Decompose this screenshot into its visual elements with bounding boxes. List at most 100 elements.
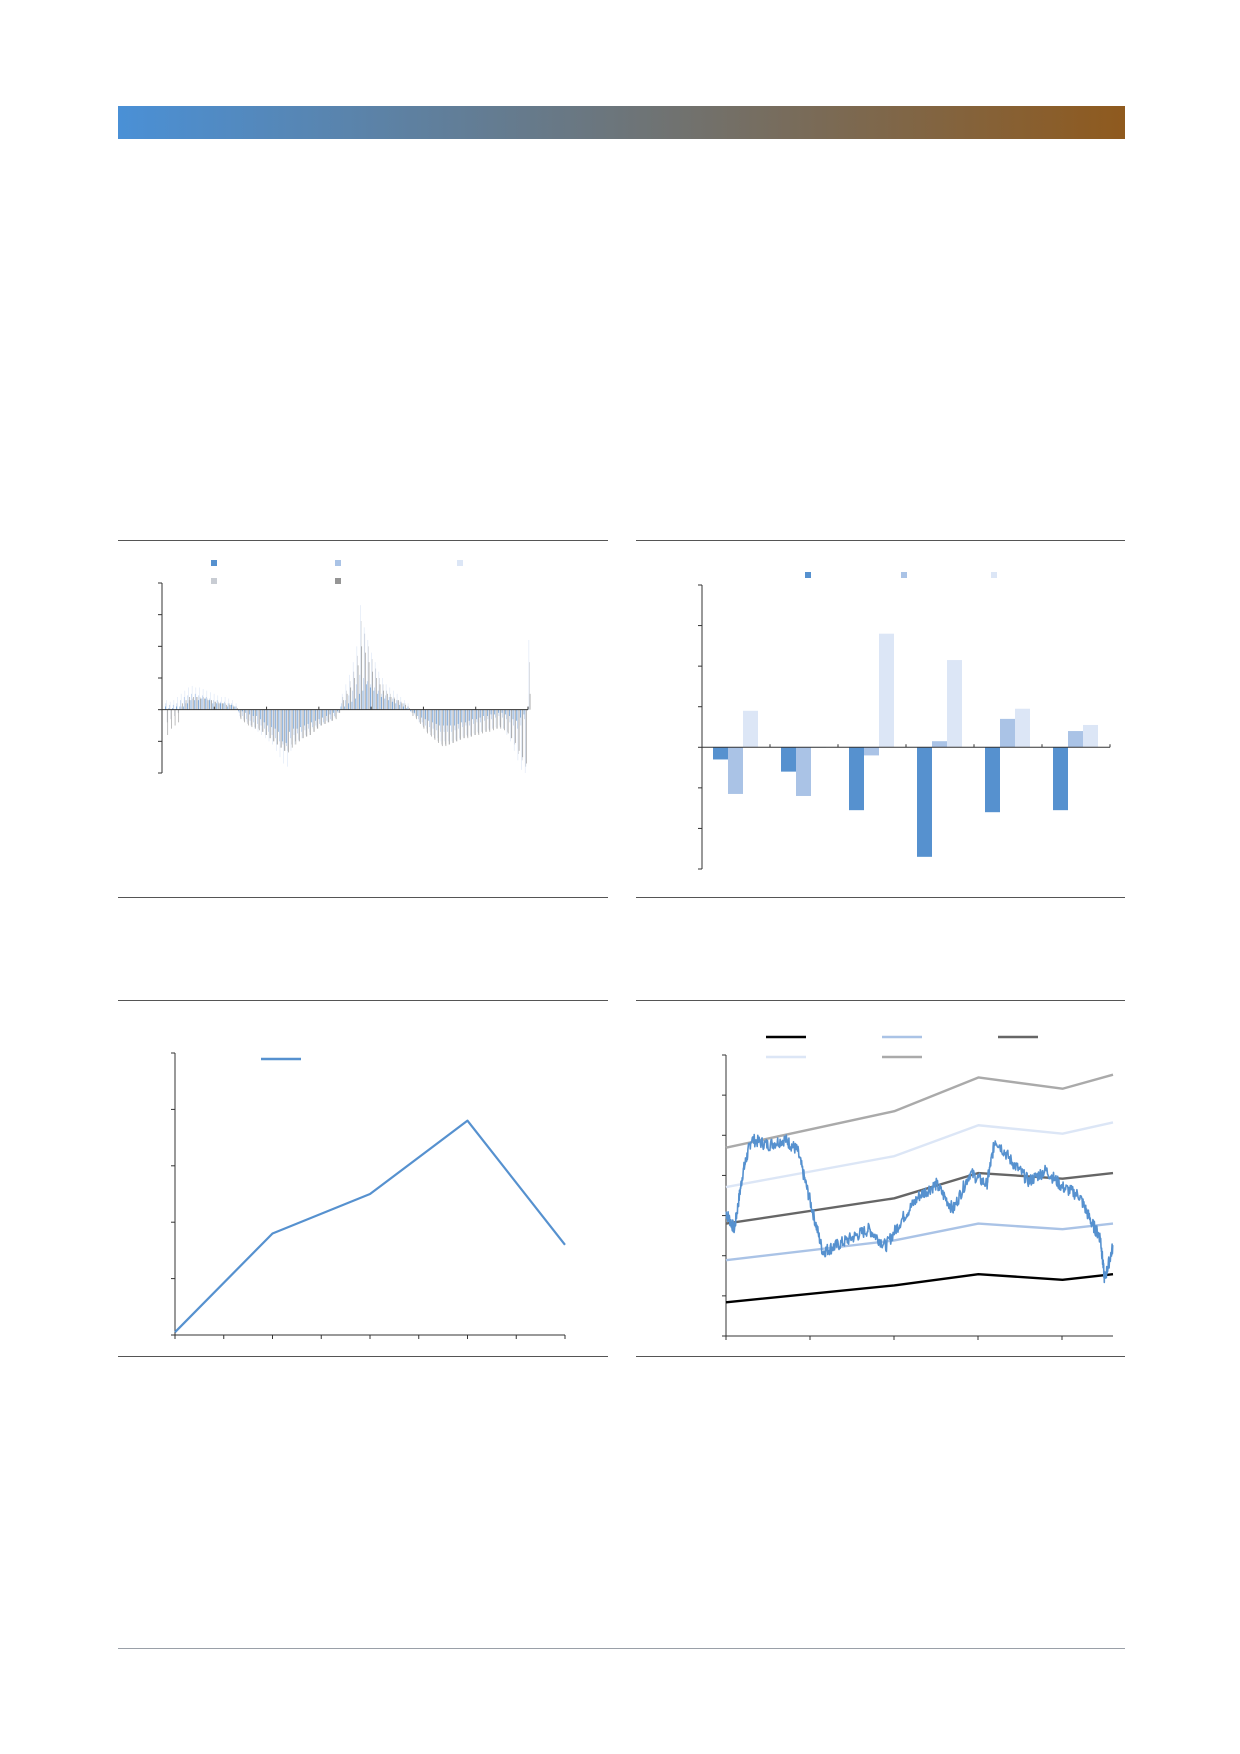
bar	[375, 668, 377, 710]
bar	[371, 652, 372, 710]
bar	[330, 709, 331, 720]
bar	[469, 709, 470, 726]
bar	[372, 671, 374, 710]
bar	[460, 709, 461, 740]
bar	[516, 709, 517, 721]
bar	[182, 703, 183, 710]
bar	[193, 697, 194, 710]
bar	[421, 709, 422, 718]
bar	[498, 709, 500, 716]
bar	[346, 693, 348, 710]
bar	[429, 709, 431, 732]
bar	[1083, 724, 1098, 748]
bar	[421, 709, 423, 723]
bar	[509, 709, 511, 723]
bar	[345, 684, 347, 710]
bar	[491, 709, 492, 720]
bar	[393, 697, 395, 710]
panel-rule-top-right	[636, 540, 1125, 541]
bar	[500, 709, 502, 729]
bar	[166, 709, 168, 723]
bar	[337, 709, 338, 712]
bar	[393, 690, 394, 710]
bar	[326, 709, 328, 721]
bar	[391, 701, 393, 710]
bar	[302, 709, 303, 739]
bar	[484, 709, 486, 731]
bar	[208, 700, 210, 710]
bar	[291, 709, 293, 748]
bar	[398, 700, 399, 710]
bar	[301, 709, 302, 732]
legend-swatch	[805, 572, 811, 578]
bar	[368, 646, 369, 710]
bar	[474, 709, 476, 735]
bar	[417, 709, 419, 716]
bar	[199, 687, 200, 710]
bar	[282, 709, 284, 745]
legend-swatch	[335, 578, 341, 584]
bar	[360, 605, 361, 710]
bar	[517, 709, 519, 761]
bar	[437, 709, 438, 739]
header-band	[118, 106, 1125, 139]
bar	[352, 690, 353, 710]
bar	[504, 709, 505, 731]
bar	[410, 709, 412, 712]
bar	[341, 703, 342, 710]
bar	[466, 709, 467, 735]
bar	[229, 704, 231, 710]
bar	[220, 701, 222, 710]
bar	[226, 704, 227, 710]
bar	[470, 709, 471, 735]
bar	[169, 701, 171, 710]
legend-swatch	[335, 560, 341, 566]
legend-swatch	[211, 560, 217, 566]
bar	[212, 703, 214, 710]
bar	[404, 703, 406, 710]
bar	[188, 700, 190, 710]
bar	[455, 709, 456, 740]
bar	[192, 698, 194, 710]
bar	[467, 709, 469, 739]
bar	[180, 693, 182, 710]
bar	[179, 706, 181, 710]
bar	[422, 709, 424, 726]
bar	[326, 709, 327, 716]
bar	[487, 709, 488, 716]
bar	[495, 709, 496, 718]
bar	[363, 627, 365, 710]
bar	[849, 747, 864, 811]
bar	[480, 709, 481, 723]
bar	[238, 709, 239, 712]
bar	[199, 697, 201, 710]
bar	[449, 709, 450, 745]
bar	[231, 703, 233, 710]
bar	[529, 693, 531, 710]
bar	[235, 703, 237, 710]
bar	[211, 700, 212, 710]
bar	[429, 709, 430, 728]
bar	[324, 709, 325, 724]
bar	[524, 709, 526, 773]
bar	[435, 709, 437, 724]
chart-line	[171, 1052, 566, 1339]
bar	[243, 709, 244, 720]
bar	[241, 709, 243, 712]
bar	[221, 703, 223, 710]
bar	[396, 693, 398, 710]
bar	[244, 709, 245, 723]
bar	[743, 710, 758, 748]
bar	[213, 693, 215, 710]
bar	[333, 709, 334, 713]
bar	[515, 709, 516, 743]
chart-daily-bars	[158, 560, 531, 774]
bar	[166, 700, 167, 710]
bar	[257, 709, 259, 732]
bar	[219, 703, 221, 710]
bar	[175, 706, 177, 710]
bar	[492, 709, 494, 729]
bar	[402, 706, 404, 710]
bar	[1000, 718, 1015, 748]
bar	[355, 684, 357, 710]
